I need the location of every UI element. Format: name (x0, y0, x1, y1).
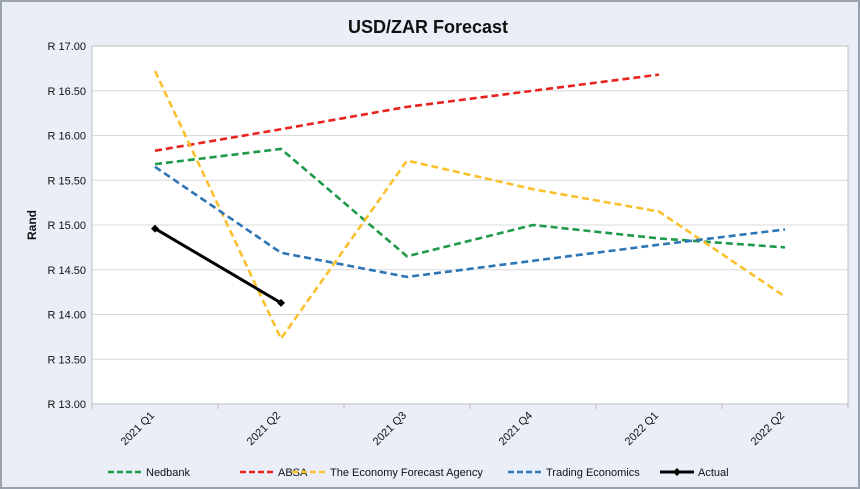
chart-title: USD/ZAR Forecast (348, 17, 508, 37)
series-nedbank (154, 147, 786, 258)
y-axis-label: Rand (25, 210, 39, 240)
x-tick-label: 2021 Q3 (371, 410, 409, 448)
y-tick-label: R 15.00 (47, 220, 86, 232)
series-actual (151, 224, 285, 307)
x-axis-ticks: 2021 Q1 2021 Q2 2021 Q3 2021 Q4 2022 Q1 2022 … (91, 404, 849, 448)
y-tick-label: R 16.50 (47, 86, 86, 98)
series-absa (154, 73, 660, 152)
legend-label: Nedbank (146, 467, 191, 479)
y-tick-label: R 15.50 (47, 175, 86, 187)
x-tick-label: 2021 Q2 (245, 410, 283, 448)
legend-item: Actual (660, 467, 729, 479)
series-line (154, 165, 786, 279)
y-tick-label: R 13.50 (47, 354, 86, 366)
y-tick-label: R 16.00 (47, 131, 86, 143)
series-line (154, 73, 660, 152)
y-axis-ticks: R 13.00 R 13.50 R 14.00 R 14.50 R 15.00 R 15.… (47, 41, 86, 411)
series-the-economy-forecast-agency (153, 70, 786, 340)
legend-item: Nedbank (108, 467, 191, 479)
legend-marker (673, 468, 681, 476)
x-tick-label: 2021 Q4 (497, 410, 535, 448)
series-line (153, 70, 786, 340)
data-point (277, 298, 285, 307)
legend: NedbankABSAThe Economy Forecast AgencyTr… (108, 467, 729, 479)
series-line (154, 147, 786, 258)
x-tick-label: 2022 Q1 (623, 410, 661, 448)
y-tick-label: R 14.00 (47, 310, 86, 322)
legend-item: The Economy Forecast Agency (292, 467, 483, 479)
series-trading-economics (154, 165, 786, 279)
legend-label: Actual (698, 467, 729, 479)
x-tick-label: 2021 Q1 (119, 410, 157, 448)
legend-item: Trading Economics (508, 467, 640, 479)
legend-label: Trading Economics (546, 467, 640, 479)
y-tick-label: R 17.00 (47, 41, 86, 53)
x-tick-label: 2022 Q2 (749, 410, 787, 448)
series-line (154, 227, 282, 305)
y-tick-label: R 13.00 (47, 399, 86, 411)
legend-label: The Economy Forecast Agency (330, 467, 483, 479)
y-tick-label: R 14.50 (47, 265, 86, 277)
series-lines (151, 70, 786, 340)
data-point (151, 224, 159, 233)
